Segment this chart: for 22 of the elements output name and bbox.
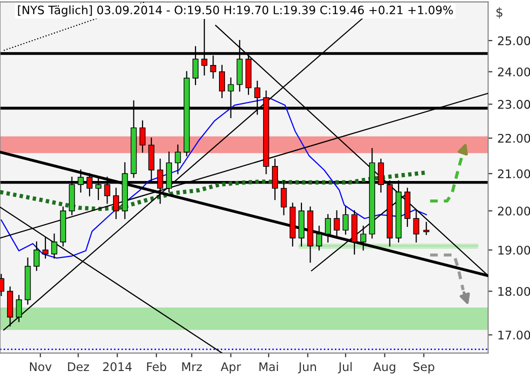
y-tick-label: 17.00 bbox=[498, 330, 530, 340]
x-tick-label: Aug bbox=[373, 362, 396, 374]
y-tick-label: 24.00 bbox=[498, 67, 530, 76]
y-tick-label: 18.00 bbox=[498, 286, 530, 296]
x-tick-label: Mai bbox=[259, 362, 278, 372]
x-tick-label: Nov bbox=[30, 362, 52, 372]
y-tick-label: 23.00 bbox=[498, 100, 530, 109]
y-tick-label: 22.00 bbox=[498, 134, 530, 143]
chart-title: [NYS Täglich] 03.09.2014 - O:19.50 H:19.70 L:19.39 C:19.46 +0.21 +1.09% bbox=[18, 5, 453, 17]
y-axis-title: $ bbox=[496, 7, 502, 19]
x-tick-label: Feb bbox=[147, 362, 166, 372]
x-tick-label: Jul bbox=[338, 362, 352, 374]
y-tick-label: 21.00 bbox=[498, 169, 530, 178]
x-tick-label: Apr bbox=[220, 362, 242, 374]
x-tick-label: Mrz bbox=[182, 362, 202, 372]
x-tick-label: Jun bbox=[298, 362, 316, 374]
y-tick-label: 19.00 bbox=[498, 246, 530, 255]
x-tick-label: Sep bbox=[413, 362, 434, 374]
x-tick-label: Dez bbox=[68, 362, 89, 372]
y-tick-label: 20.00 bbox=[498, 206, 530, 216]
x-tick-label: 2014 bbox=[103, 362, 132, 372]
y-tick-label: 25.00 bbox=[498, 36, 530, 46]
